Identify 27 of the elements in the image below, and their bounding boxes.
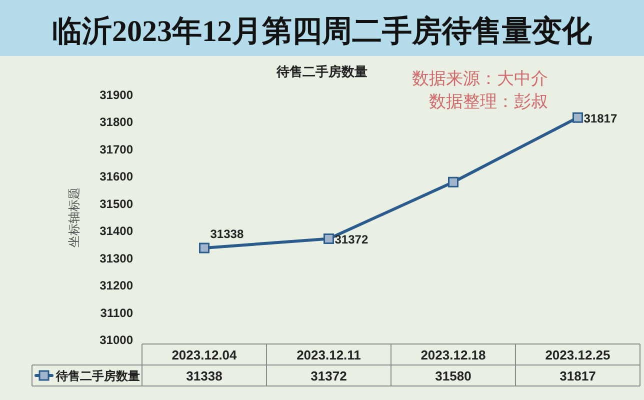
x-tick-label: 2023.12.18 [420, 348, 486, 362]
legend-label: 待售二手房数量 [56, 369, 140, 383]
annotation: 数据整理：彭叔 [429, 92, 548, 111]
data-label: 31338 [210, 227, 244, 241]
y-tick-label: 31100 [100, 306, 133, 320]
annotation: 数据来源：大中介 [412, 69, 548, 88]
x-tick-label: 2023.12.25 [545, 348, 610, 362]
data-label: 31372 [334, 232, 368, 247]
data-label: 31580 [435, 368, 472, 384]
y-tick-label: 31500 [100, 196, 133, 211]
y-tick-label: 31300 [100, 251, 133, 266]
data-label: 31338 [186, 368, 222, 384]
data-label: 31372 [310, 368, 347, 384]
y-tick-label: 31600 [100, 170, 133, 184]
y-tick-label: 31000 [100, 333, 133, 347]
chart-subtitle: 待售二手房数量 [276, 64, 368, 79]
x-tick-label: 2023.12.11 [296, 348, 361, 362]
y-tick-label: 31800 [100, 115, 133, 130]
x-tick-label: 2023.12.04 [172, 348, 237, 362]
y-tick-label: 31200 [100, 278, 133, 293]
y-axis-title: 坐标轴标题 [67, 188, 81, 248]
data-label: 31817 [584, 112, 618, 126]
chart-title: 临沂2023年12月第四周二手房待售量变化 [52, 15, 592, 48]
y-tick-label: 31700 [100, 142, 133, 156]
y-tick-label: 31900 [100, 88, 133, 102]
data-label: 31817 [560, 368, 596, 384]
y-tick-label: 31400 [100, 224, 133, 238]
